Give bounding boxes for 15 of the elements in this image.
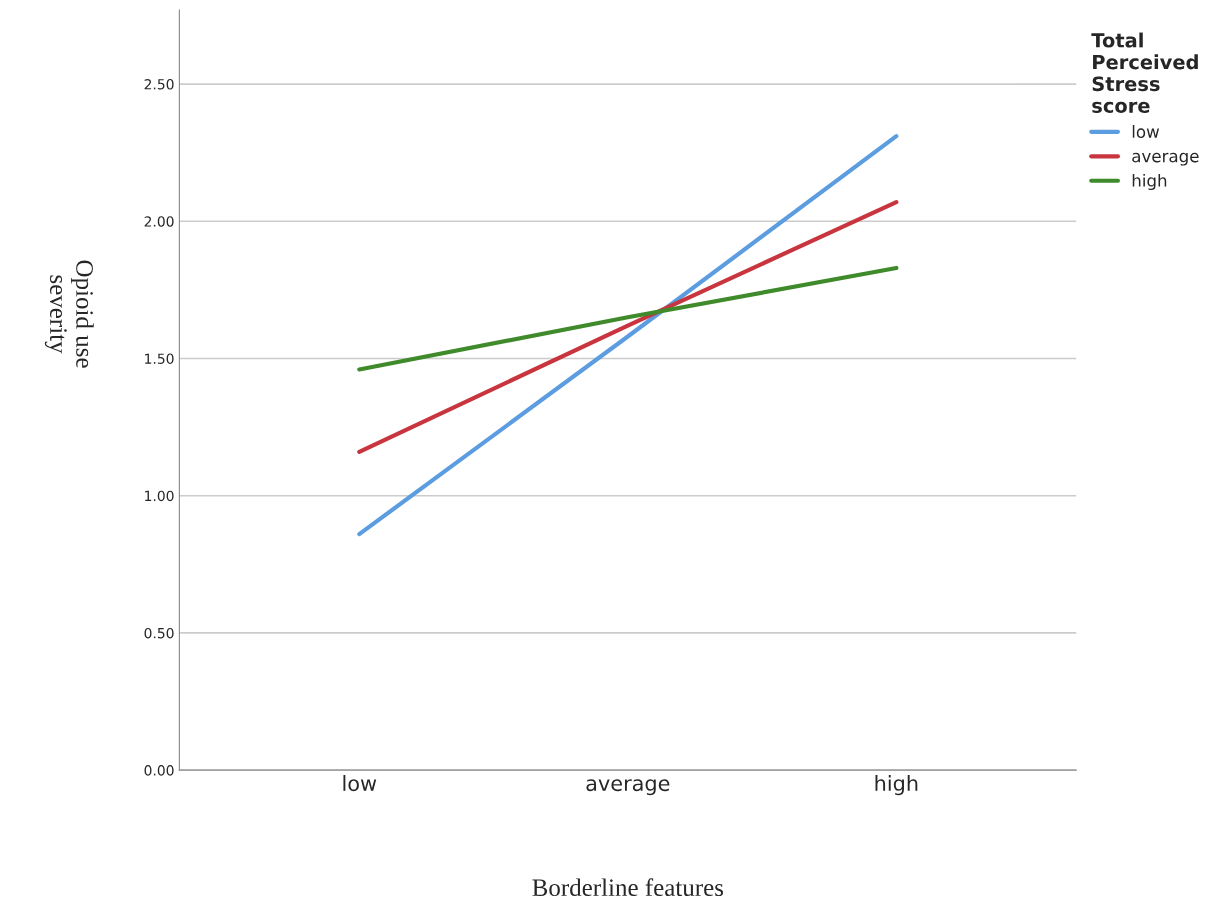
legend-label: average [1132,152,1199,166]
y-tick-label: 2.00 [144,216,174,227]
legend-label: low [1132,125,1160,138]
y-tick-label: 2.50 [144,79,174,90]
y-tick-label: 0.50 [144,627,174,639]
legend-label: high [1132,173,1167,191]
y-tick-label: 1.00 [145,490,174,502]
x-tick-label: high [875,775,918,796]
y-axis-title: Opioid use severity [44,260,94,368]
y-tick-label: 0.00 [144,765,174,776]
x-axis-title: Borderline features [532,878,724,897]
legend-title: Total Perceived Stress score [1091,32,1198,113]
x-tick-label: average [586,779,670,796]
y-tick-label: 1.50 [145,353,174,364]
x-tick-label: low [343,775,377,792]
